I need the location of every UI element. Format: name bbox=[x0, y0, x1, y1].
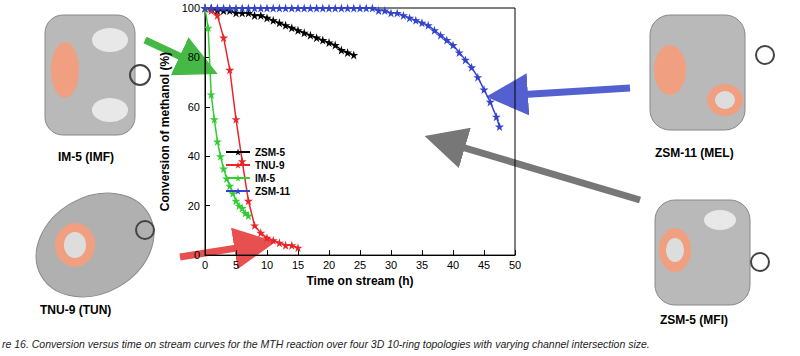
svg-text:IM-5: IM-5 bbox=[255, 173, 275, 184]
svg-text:10: 10 bbox=[261, 259, 273, 271]
svg-text:35: 35 bbox=[416, 259, 428, 271]
svg-text:0: 0 bbox=[194, 249, 200, 261]
html-text:ZSM-11 (MEL): ZSM-11 (MEL) bbox=[655, 146, 734, 160]
svg-text:Conversion of methanol (%): Conversion of methanol (%) bbox=[158, 52, 172, 211]
html-text:IM-5 (IMF): IM-5 (IMF) bbox=[58, 150, 114, 164]
svg-text:ZSM-5: ZSM-5 bbox=[255, 147, 285, 158]
html-text:ZSM-5 (MFI): ZSM-5 (MFI) bbox=[660, 313, 728, 327]
svg-text:5: 5 bbox=[233, 259, 239, 271]
svg-text:40: 40 bbox=[447, 259, 459, 271]
svg-text:TNU-9: TNU-9 bbox=[255, 160, 285, 171]
svg-text:80: 80 bbox=[188, 51, 200, 63]
svg-text:20: 20 bbox=[323, 259, 335, 271]
svg-text:45: 45 bbox=[478, 259, 490, 271]
svg-text:0: 0 bbox=[202, 259, 208, 271]
svg-text:25: 25 bbox=[354, 259, 366, 271]
svg-text:100: 100 bbox=[182, 2, 200, 14]
svg-text:15: 15 bbox=[292, 259, 304, 271]
svg-text:60: 60 bbox=[188, 101, 200, 113]
svg-text:Time on stream (h): Time on stream (h) bbox=[306, 274, 413, 288]
svg-text:20: 20 bbox=[188, 200, 200, 212]
html-text:TNU-9 (TUN): TNU-9 (TUN) bbox=[40, 303, 112, 317]
svg-text:50: 50 bbox=[509, 259, 521, 271]
svg-text:ZSM-11: ZSM-11 bbox=[255, 186, 290, 197]
html-text:re 16. Conversion versus time: re 16. Conversion versus time on stream … bbox=[2, 338, 650, 350]
svg-text:40: 40 bbox=[188, 150, 200, 162]
svg-text:30: 30 bbox=[385, 259, 397, 271]
